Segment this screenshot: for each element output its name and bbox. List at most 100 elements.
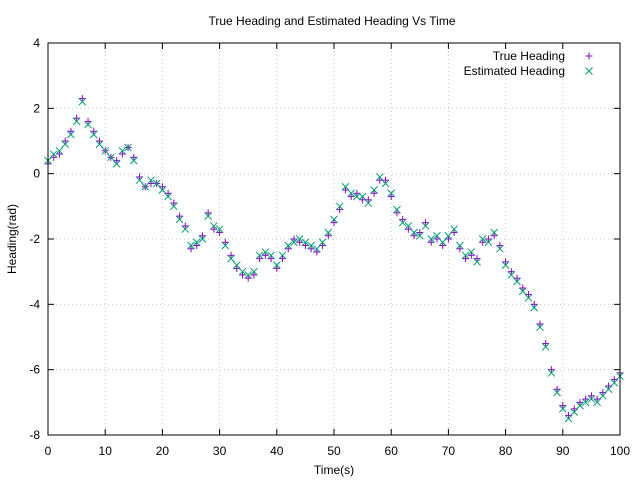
data-point xyxy=(439,242,447,250)
data-point xyxy=(576,398,584,406)
data-point xyxy=(112,160,121,168)
x-tick-label: 0 xyxy=(45,444,52,458)
marker-stroke xyxy=(536,323,544,332)
marker-stroke xyxy=(181,225,190,234)
data-point xyxy=(301,238,310,247)
legend-label-true-heading: True Heading xyxy=(493,49,565,63)
marker-stroke xyxy=(55,146,64,155)
data-point xyxy=(370,189,378,197)
data-point xyxy=(67,130,75,139)
y-axis-label: Heading(rad) xyxy=(5,204,19,274)
data-point xyxy=(227,251,235,259)
data-point xyxy=(129,156,138,165)
marker-stroke xyxy=(61,140,70,149)
data-point xyxy=(67,127,75,135)
marker-stroke xyxy=(290,238,298,247)
data-point xyxy=(181,225,190,234)
marker-stroke xyxy=(118,146,127,155)
marker-stroke xyxy=(330,215,338,224)
data-point xyxy=(496,244,504,253)
data-point xyxy=(524,293,533,302)
data-point xyxy=(250,267,258,276)
data-point xyxy=(398,218,407,227)
data-point xyxy=(507,271,516,279)
data-point xyxy=(558,405,567,413)
data-point xyxy=(587,392,595,400)
data-point xyxy=(375,173,384,181)
data-point xyxy=(290,235,298,243)
marker-stroke xyxy=(204,212,213,220)
data-point xyxy=(484,235,492,243)
data-point xyxy=(49,150,58,158)
marker-stroke xyxy=(238,267,247,276)
data-point xyxy=(255,251,264,260)
data-point xyxy=(427,238,435,246)
marker-stroke xyxy=(261,248,270,256)
data-point xyxy=(547,369,556,377)
marker-stroke xyxy=(215,225,224,234)
data-point xyxy=(89,130,98,139)
x-tick-label: 10 xyxy=(99,444,113,458)
data-point xyxy=(404,222,413,230)
data-point xyxy=(261,248,270,256)
data-point xyxy=(530,303,539,312)
y-tick-label: -6 xyxy=(29,363,40,377)
marker-stroke xyxy=(415,231,424,240)
data-point xyxy=(84,120,92,129)
marker-stroke xyxy=(244,271,253,279)
marker-stroke xyxy=(101,146,110,155)
data-point xyxy=(284,241,293,250)
data-point xyxy=(267,255,275,263)
marker-stroke xyxy=(147,176,155,185)
data-point xyxy=(130,153,138,161)
marker-stroke xyxy=(353,192,361,201)
data-point xyxy=(204,209,212,217)
marker-stroke xyxy=(467,248,476,256)
data-point xyxy=(518,287,527,296)
data-point xyxy=(135,176,144,185)
data-point xyxy=(387,193,395,201)
data-point xyxy=(393,205,401,214)
data-point xyxy=(261,251,269,259)
legend: True Heading Estimated Heading xyxy=(464,49,593,78)
marker-stroke xyxy=(585,67,593,75)
data-point xyxy=(73,114,81,122)
data-point xyxy=(124,143,132,152)
marker-stroke xyxy=(438,238,447,247)
data-point xyxy=(198,235,207,243)
data-point xyxy=(176,212,184,220)
legend-symbol xyxy=(585,52,593,60)
x-tick-label: 100 xyxy=(610,444,630,458)
data-point xyxy=(318,238,327,247)
data-point xyxy=(587,395,596,403)
data-point xyxy=(341,182,350,191)
data-point xyxy=(501,261,510,269)
data-point xyxy=(193,242,201,250)
data-point xyxy=(421,222,430,230)
marker-stroke xyxy=(455,241,464,250)
data-point xyxy=(576,401,584,410)
marker-stroke xyxy=(593,398,601,407)
marker-stroke xyxy=(324,228,333,237)
data-point xyxy=(444,231,453,240)
data-point xyxy=(307,245,315,253)
marker-stroke xyxy=(95,140,104,149)
marker-stroke xyxy=(227,254,235,263)
data-point xyxy=(462,255,470,263)
data-point xyxy=(210,222,218,230)
data-point xyxy=(175,215,184,224)
marker-stroke xyxy=(192,238,201,247)
data-point xyxy=(467,248,476,256)
x-tick-label: 70 xyxy=(442,444,456,458)
x-tick-label: 80 xyxy=(499,444,513,458)
data-point xyxy=(198,232,206,240)
data-point xyxy=(519,284,527,292)
data-point xyxy=(336,206,344,214)
data-point xyxy=(187,245,195,253)
marker-stroke xyxy=(152,179,161,188)
y-tick-label: 2 xyxy=(33,101,40,115)
data-point xyxy=(461,251,470,260)
data-point xyxy=(370,186,378,194)
data-point xyxy=(541,342,550,351)
